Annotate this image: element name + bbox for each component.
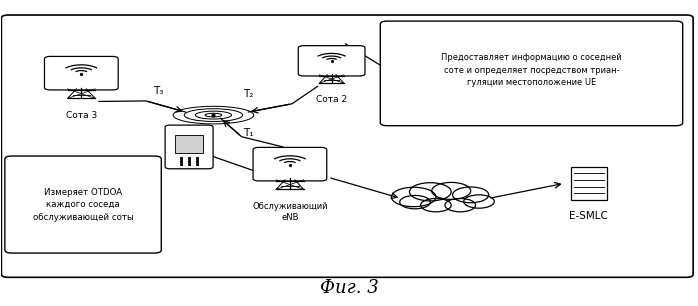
Circle shape xyxy=(432,182,470,200)
Circle shape xyxy=(445,199,475,212)
Text: Измеряет OTDOA
каждого соседа
обслуживающей соты: Измеряет OTDOA каждого соседа обслуживаю… xyxy=(33,188,133,222)
Text: Фиг. 3: Фиг. 3 xyxy=(320,279,378,297)
Circle shape xyxy=(463,195,494,208)
FancyBboxPatch shape xyxy=(298,46,365,76)
Text: Предоставляет информацию о соседней
соте и определяет посредством триан-
гуляции: Предоставляет информацию о соседней соте… xyxy=(441,53,622,88)
FancyBboxPatch shape xyxy=(174,135,203,153)
FancyBboxPatch shape xyxy=(571,167,607,200)
Text: Сота 3: Сота 3 xyxy=(66,110,97,120)
Text: T₂: T₂ xyxy=(243,89,253,99)
FancyBboxPatch shape xyxy=(1,15,693,277)
FancyBboxPatch shape xyxy=(253,147,327,181)
Text: E-SMLC: E-SMLC xyxy=(570,211,608,221)
FancyBboxPatch shape xyxy=(165,125,213,169)
Circle shape xyxy=(421,199,451,212)
Circle shape xyxy=(400,196,431,209)
Text: T₁: T₁ xyxy=(243,128,253,138)
Text: Сота 2: Сота 2 xyxy=(316,95,347,104)
FancyBboxPatch shape xyxy=(380,21,683,126)
Circle shape xyxy=(392,187,436,207)
Text: T₃: T₃ xyxy=(153,86,163,96)
Text: Обслуживающий
eNB: Обслуживающий eNB xyxy=(252,202,327,222)
FancyBboxPatch shape xyxy=(45,56,118,90)
Circle shape xyxy=(410,183,451,201)
Circle shape xyxy=(452,187,489,203)
FancyBboxPatch shape xyxy=(5,156,161,253)
